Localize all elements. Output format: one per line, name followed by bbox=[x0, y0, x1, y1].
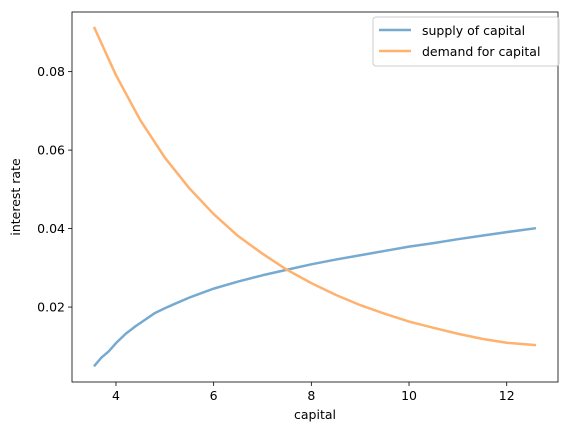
y-tick-label: 0.04 bbox=[37, 221, 65, 236]
plot-frame bbox=[71, 11, 559, 383]
legend-label-supply: supply of capital bbox=[422, 23, 525, 38]
x-tick-label: 4 bbox=[112, 388, 120, 403]
x-tick-label: 6 bbox=[210, 388, 218, 403]
y-tick-label: 0.08 bbox=[37, 64, 65, 79]
series-line-1 bbox=[92, 26, 537, 347]
x-axis-title: capital bbox=[294, 407, 336, 422]
x-tick-label: 10 bbox=[401, 388, 417, 403]
x-axis-ticks: 4 6 8 10 12 bbox=[112, 382, 515, 403]
series-line-0 bbox=[93, 226, 537, 368]
y-axis-title: interest rate bbox=[8, 158, 23, 236]
y-tick-label: 0.02 bbox=[37, 300, 65, 315]
legend: supply of capital demand for capital bbox=[372, 16, 560, 67]
legend-label-demand: demand for capital bbox=[422, 44, 540, 59]
x-tick-label: 8 bbox=[307, 388, 315, 403]
x-tick-label: 12 bbox=[499, 388, 515, 403]
plot-lines bbox=[92, 26, 537, 368]
legend-box bbox=[372, 16, 560, 67]
y-axis-ticks: 0.02 0.04 0.06 0.08 bbox=[37, 64, 72, 315]
y-tick-label: 0.06 bbox=[37, 143, 65, 158]
